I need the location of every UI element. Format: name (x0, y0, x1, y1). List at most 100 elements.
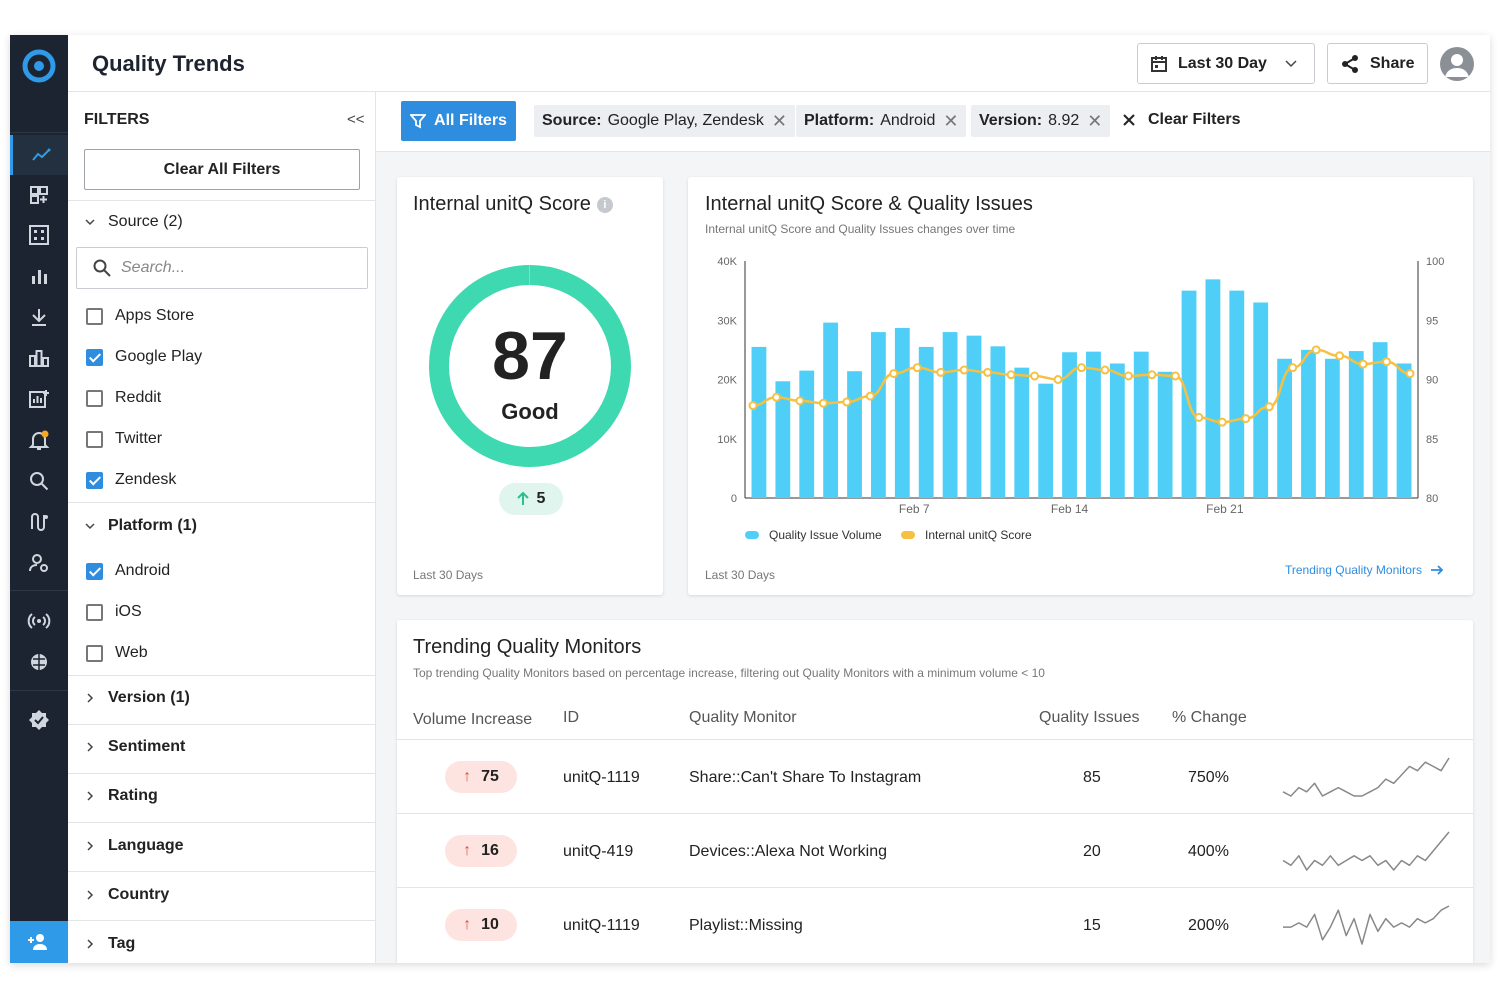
source-option[interactable]: Zendesk (86, 471, 176, 489)
score-point[interactable] (889, 369, 899, 379)
table-row[interactable]: ↑ 16 unitQ-419 Devices::Alexa Not Working… (397, 813, 1473, 887)
filter-chip-version[interactable]: Version: 8.92 ✕ (971, 105, 1111, 137)
checkbox[interactable] (86, 603, 103, 621)
bar[interactable] (1157, 371, 1173, 498)
score-point[interactable] (1123, 371, 1133, 381)
bar[interactable] (1109, 363, 1125, 498)
table-row[interactable]: ↑ 10 unitQ-1119 Playlist::Missing 15 200% (397, 887, 1473, 961)
score-point[interactable] (1100, 365, 1110, 375)
clear-filters-button[interactable]: Clear Filters (1122, 111, 1240, 129)
checkbox[interactable] (86, 562, 103, 580)
verified-badge-icon[interactable] (10, 700, 68, 740)
score-point[interactable] (1006, 370, 1016, 380)
score-point[interactable] (842, 397, 852, 407)
bar[interactable] (751, 346, 767, 498)
platform-option[interactable]: iOS (86, 603, 142, 621)
score-point[interactable] (1358, 359, 1368, 369)
checkbox[interactable] (86, 389, 103, 407)
score-point[interactable] (748, 401, 758, 411)
grid-icon[interactable] (10, 215, 68, 255)
score-point[interactable] (1405, 369, 1415, 379)
score-point[interactable] (983, 367, 993, 377)
source-option[interactable]: Twitter (86, 430, 162, 448)
bar[interactable] (942, 332, 958, 498)
bar[interactable] (1253, 302, 1269, 498)
checkbox[interactable] (86, 307, 103, 325)
bar[interactable] (1205, 279, 1221, 498)
score-point[interactable] (1147, 370, 1157, 380)
score-point[interactable] (795, 396, 805, 406)
version-group-header[interactable]: Version (1) (84, 689, 190, 707)
filter-chip-platform[interactable]: Platform: Android ✕ (796, 105, 967, 137)
legend-label[interactable]: Internal unitQ Score (925, 528, 1032, 542)
source-group-header[interactable]: Source (2) (84, 213, 183, 231)
bar[interactable] (799, 370, 815, 498)
avatar[interactable] (1440, 47, 1474, 81)
filter-chip-source[interactable]: Source: Google Play, Zendesk ✕ (534, 105, 795, 137)
bar[interactable] (990, 346, 1006, 498)
bar[interactable] (966, 335, 982, 498)
all-filters-button[interactable]: All Filters (401, 101, 516, 141)
checkbox[interactable] (86, 348, 103, 366)
source-option[interactable]: Reddit (86, 389, 161, 407)
info-icon[interactable]: i (596, 196, 613, 213)
bar[interactable] (1372, 342, 1388, 498)
score-point[interactable] (1077, 363, 1086, 373)
score-point[interactable] (936, 367, 946, 377)
close-icon[interactable]: ✕ (771, 110, 787, 131)
score-point[interactable] (818, 398, 828, 408)
bar[interactable] (1348, 351, 1364, 498)
score-point[interactable] (1288, 363, 1298, 373)
score-point[interactable] (1241, 414, 1251, 424)
broadcast-icon[interactable] (10, 601, 68, 641)
score-point[interactable] (1311, 345, 1321, 355)
source-search-input[interactable]: Search... (76, 247, 368, 289)
bar[interactable] (1181, 290, 1197, 498)
score-point[interactable] (1217, 417, 1227, 427)
report-icon[interactable] (10, 379, 68, 419)
bar[interactable] (1038, 383, 1054, 498)
trends-icon[interactable] (10, 135, 68, 175)
close-icon[interactable]: ✕ (943, 110, 959, 131)
bar[interactable] (1301, 349, 1316, 498)
bar[interactable] (1277, 358, 1292, 498)
collapse-panel-button[interactable]: << (347, 111, 365, 128)
score-point[interactable] (865, 391, 875, 401)
bar[interactable] (894, 327, 910, 498)
bar[interactable] (1062, 352, 1077, 498)
col-quality-issues[interactable]: Quality Issues (1039, 709, 1140, 726)
monitor-name[interactable]: Devices::Alexa Not Working (689, 843, 887, 860)
date-range-dropdown[interactable]: Last 30 Day (1137, 43, 1315, 84)
waveform-icon[interactable] (10, 502, 68, 542)
platform-group-header[interactable]: Platform (1) (84, 517, 197, 535)
country-group-header[interactable]: Country (84, 886, 169, 904)
checkbox[interactable] (86, 430, 103, 448)
score-point[interactable] (1030, 371, 1040, 381)
share-button[interactable]: Share (1327, 43, 1428, 84)
monitor-name[interactable]: Share::Can't Share To Instagram (689, 769, 922, 786)
search-icon[interactable] (10, 461, 68, 501)
score-point[interactable] (1335, 351, 1345, 361)
bar[interactable] (847, 371, 862, 498)
bar[interactable] (1014, 367, 1030, 498)
platform-option[interactable]: Android (86, 562, 170, 580)
user-settings-icon[interactable] (10, 543, 68, 583)
col-id[interactable]: ID (563, 709, 579, 726)
col-quality-monitor[interactable]: Quality Monitor (689, 709, 797, 726)
source-option[interactable]: Apps Store (86, 307, 194, 325)
bar[interactable] (1133, 351, 1149, 498)
score-point[interactable] (959, 365, 969, 375)
col-volume-increase[interactable]: Volume Increase (413, 711, 533, 728)
tag-group-header[interactable]: Tag (84, 935, 135, 953)
score-point[interactable] (1194, 412, 1204, 422)
bar[interactable] (871, 332, 886, 498)
stacked-chart-icon[interactable] (10, 338, 68, 378)
sentiment-group-header[interactable]: Sentiment (84, 738, 185, 756)
checkbox[interactable] (86, 644, 103, 662)
bar[interactable] (1396, 363, 1412, 498)
bar[interactable] (918, 346, 934, 498)
clear-all-filters-button[interactable]: Clear All Filters (84, 149, 360, 190)
trending-monitors-link[interactable]: Trending Quality Monitors (1285, 563, 1444, 577)
score-point[interactable] (771, 392, 781, 402)
bar[interactable] (823, 322, 839, 498)
